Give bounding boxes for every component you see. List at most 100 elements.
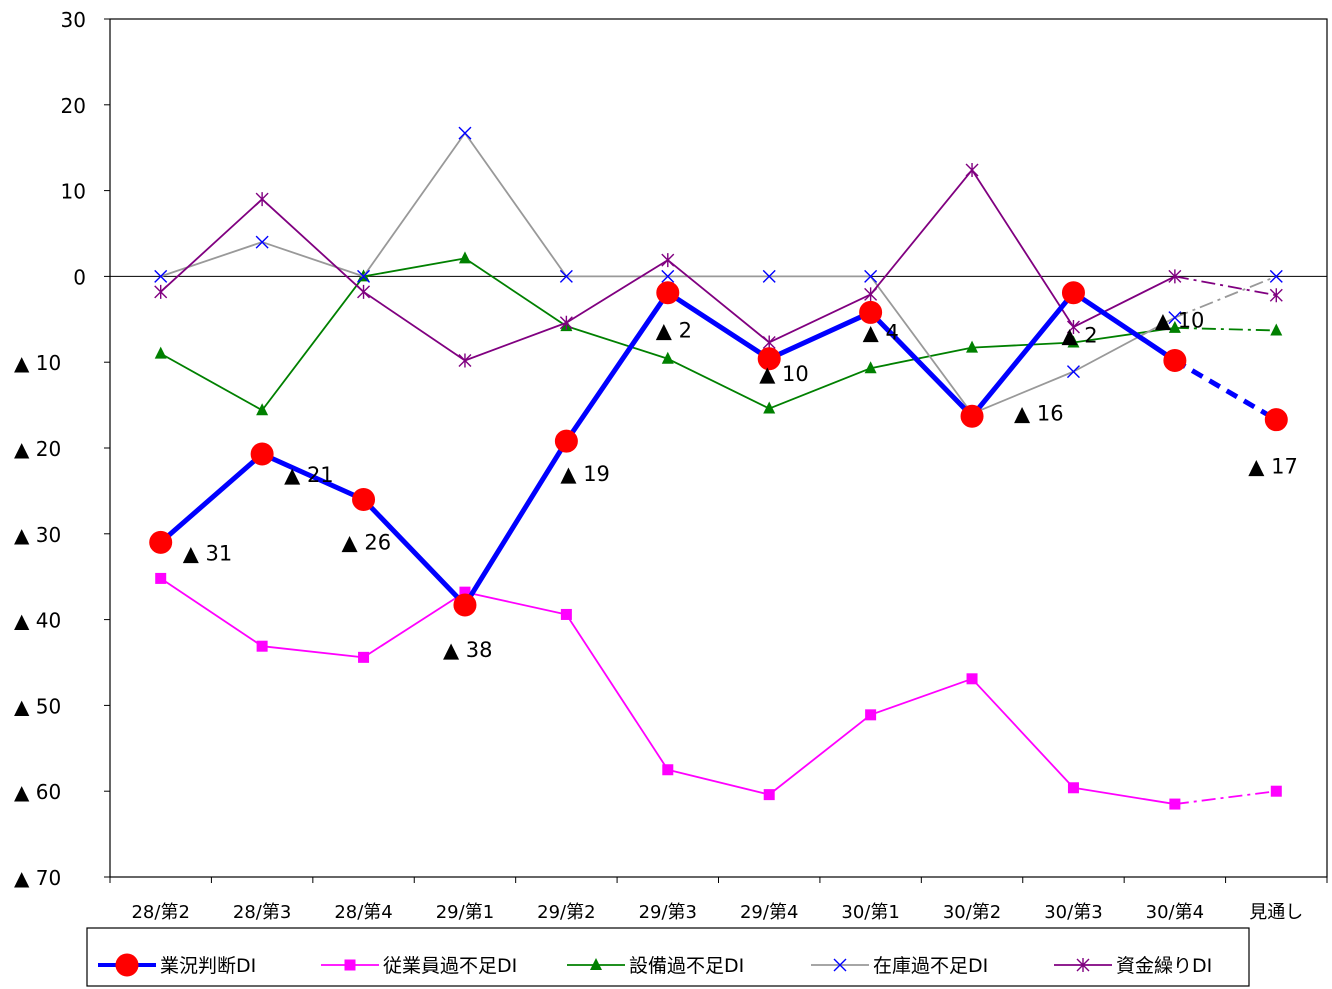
series-4-marker	[661, 269, 675, 283]
y-tick-label: ▲ 10	[14, 351, 61, 375]
series-3	[154, 251, 1283, 416]
y-tick-label: 30	[61, 8, 86, 32]
legend: 業況判断DI 従業員過不足DI 設備過不足DI 在庫過不足DI 資金繰りDI	[86, 927, 1250, 987]
data-label: ▲ 26	[342, 530, 392, 554]
series-3-marker	[661, 351, 674, 364]
legend-item: 在庫過不足DI	[811, 955, 988, 977]
triangle-marker	[864, 361, 877, 374]
star-marker	[255, 192, 269, 207]
circle-marker	[115, 953, 139, 977]
data-label: ▲ 2	[656, 319, 692, 343]
square-marker	[865, 709, 877, 721]
series-4-marker	[762, 269, 776, 283]
series-1-marker	[1061, 281, 1085, 305]
triangle-marker	[763, 401, 776, 414]
data-label: ▲ 31	[183, 541, 233, 565]
series-forecast-line	[1174, 326, 1277, 332]
data-label: ▲ 21	[284, 463, 334, 487]
series-5-marker	[1269, 288, 1283, 303]
legend-item: 設備過不足DI	[567, 955, 744, 977]
x-marker	[1168, 311, 1182, 325]
series-1-marker	[554, 429, 578, 453]
star-marker	[661, 253, 675, 268]
triangle-marker	[661, 351, 674, 364]
x-marker	[559, 269, 573, 283]
legend-marker	[115, 953, 139, 977]
series-4-marker	[154, 269, 168, 283]
square-marker	[560, 608, 572, 620]
x-tick-label: 30/第3	[1044, 902, 1102, 923]
data-labels: ▲ 31 ▲ 21 ▲ 26 ▲ 38 ▲ 19 ▲ 2 ▲ 10 ▲ 4 ▲ 16 ▲ 2 ▲ 1…	[183, 308, 1298, 662]
legend-marker	[344, 959, 356, 971]
star-marker	[357, 284, 371, 299]
series-3-marker	[966, 340, 979, 353]
series-2-marker	[560, 608, 572, 620]
series-1-marker	[757, 347, 781, 371]
series-5-marker	[559, 315, 573, 330]
data-label: ▲ 16	[1014, 401, 1064, 425]
circle-marker	[757, 347, 781, 371]
legend-box	[86, 927, 1250, 987]
series-5-marker	[661, 253, 675, 268]
series-1-marker	[960, 404, 984, 428]
x-tick-label: 29/第2	[537, 902, 595, 923]
series-5-marker	[357, 284, 371, 299]
series-2-marker	[763, 789, 775, 801]
y-tick-label: 10	[61, 180, 86, 204]
series-2-marker	[459, 586, 471, 598]
series-1-marker	[352, 487, 376, 511]
series-4-marker	[357, 269, 371, 283]
legend-item: 従業員過不足DI	[321, 955, 517, 977]
series-5-marker	[154, 284, 168, 299]
x-tick-label: 29/第3	[639, 902, 697, 923]
series-3-marker	[458, 251, 471, 264]
series-1-marker	[250, 442, 274, 466]
square-marker	[358, 651, 370, 663]
series-4	[154, 126, 1283, 421]
series-2-marker	[155, 572, 167, 584]
x-tick-label: 30/第2	[943, 902, 1001, 923]
x-marker	[1269, 269, 1283, 283]
series-4-marker	[1066, 365, 1080, 379]
data-label: ▲ 2	[1061, 324, 1097, 348]
series-2-marker	[358, 651, 370, 663]
star-marker	[458, 353, 472, 368]
x-marker	[762, 269, 776, 283]
series-3-marker	[256, 403, 269, 416]
series-forecast-line	[1173, 358, 1278, 422]
data-label: ▲ 19	[560, 462, 610, 486]
legend-marker	[1076, 958, 1090, 972]
triangle-marker	[966, 340, 979, 353]
square-marker	[662, 764, 674, 776]
square-marker	[155, 572, 167, 584]
series-5-marker	[965, 163, 979, 178]
y-tick-label: ▲ 40	[14, 609, 61, 633]
legend-marker	[590, 958, 602, 970]
circle-marker	[960, 404, 984, 428]
circle-marker	[149, 530, 173, 554]
x-marker	[1066, 365, 1080, 379]
square-marker	[763, 789, 775, 801]
circle-marker	[250, 442, 274, 466]
data-label: ▲ 17	[1248, 455, 1298, 479]
legend-label: 在庫過不足DI	[873, 955, 988, 977]
legend-label: 業況判断DI	[160, 955, 256, 977]
x-marker	[661, 269, 675, 283]
series-4-marker	[458, 126, 472, 140]
series-4-marker	[864, 269, 878, 283]
series-1	[149, 281, 1288, 617]
x-tick-label: 28/第3	[233, 902, 291, 923]
series-5-marker	[458, 353, 472, 368]
star-marker	[1269, 288, 1283, 303]
star-marker	[1066, 320, 1080, 335]
circle-marker	[554, 429, 578, 453]
star-marker	[154, 284, 168, 299]
plot-frame	[109, 18, 1328, 878]
series-forecast-line	[1174, 790, 1277, 805]
square-marker	[1270, 785, 1282, 797]
x-marker	[154, 269, 168, 283]
x-tick-label: 29/第4	[740, 902, 798, 923]
series-1-marker	[656, 281, 680, 305]
star-marker	[965, 163, 979, 178]
data-label: ▲ 38	[443, 638, 493, 662]
